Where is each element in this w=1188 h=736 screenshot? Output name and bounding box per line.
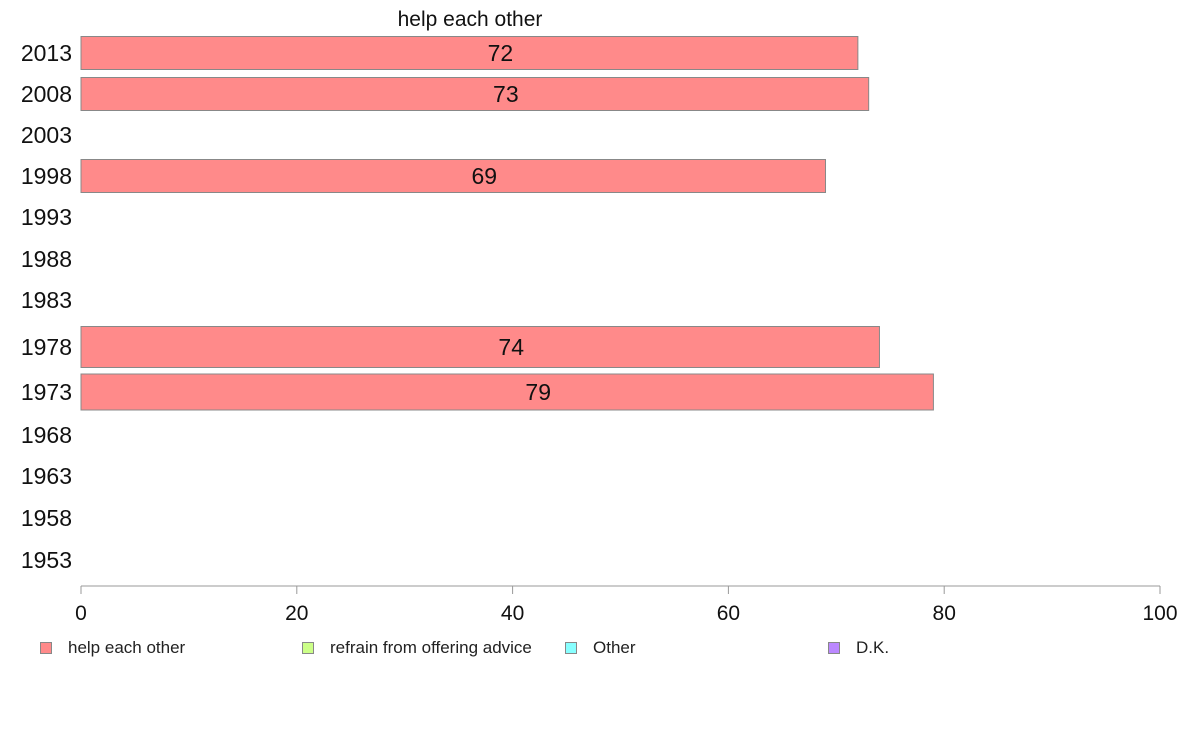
- y-tick-label: 1983: [21, 287, 72, 313]
- legend-item: D.K.: [828, 638, 889, 658]
- y-tick-label: 1978: [21, 334, 72, 360]
- legend-swatch: [828, 642, 840, 654]
- legend: help each other refrain from offering adv…: [0, 638, 1188, 662]
- y-tick-label: 1993: [21, 204, 72, 230]
- y-tick-label: 1998: [21, 163, 72, 189]
- x-tick-label: 80: [933, 602, 956, 625]
- legend-item: help each other: [40, 638, 185, 658]
- bar: [80, 159, 827, 193]
- chart-title: help each other: [398, 8, 543, 31]
- bar: [80, 373, 934, 411]
- bar: [80, 326, 880, 368]
- legend-label: help each other: [68, 638, 186, 657]
- legend-label: D.K.: [856, 638, 890, 657]
- legend-swatch: [302, 642, 314, 654]
- x-tick-label: 20: [285, 602, 308, 625]
- y-tick-label: 1973: [21, 379, 72, 405]
- y-tick-label: 1958: [21, 505, 72, 531]
- data-label: 73: [493, 81, 519, 107]
- bar: [80, 36, 859, 70]
- legend-swatch: [40, 642, 52, 654]
- y-axis-labels: 2013 2008 2003 1998 1993 1988 1983 1978 1973 1968…: [21, 40, 72, 573]
- y-tick-label: 1988: [21, 246, 72, 272]
- y-tick-label: 2008: [21, 81, 72, 107]
- legend-item: Other: [565, 638, 636, 658]
- y-tick-label: 2013: [21, 40, 72, 66]
- legend-label: Other: [593, 638, 636, 657]
- data-label: 69: [471, 163, 497, 189]
- y-tick-label: 1953: [21, 547, 72, 573]
- bar: [80, 77, 870, 111]
- data-label: 79: [525, 379, 551, 405]
- data-label: 72: [488, 40, 514, 66]
- x-tick-label: 100: [1142, 602, 1177, 625]
- data-label: 74: [498, 334, 524, 360]
- legend-item: refrain from offering advice: [302, 638, 532, 658]
- x-axis: 0 20 40 60 80 100: [75, 585, 1178, 625]
- x-tick-label: 60: [717, 602, 740, 625]
- x-tick-label: 0: [75, 602, 87, 625]
- y-tick-label: 2003: [21, 122, 72, 148]
- y-tick-label: 1968: [21, 422, 72, 448]
- x-tick-label: 40: [501, 602, 524, 625]
- legend-swatch: [565, 642, 577, 654]
- y-tick-label: 1963: [21, 463, 72, 489]
- legend-label: refrain from offering advice: [330, 638, 532, 657]
